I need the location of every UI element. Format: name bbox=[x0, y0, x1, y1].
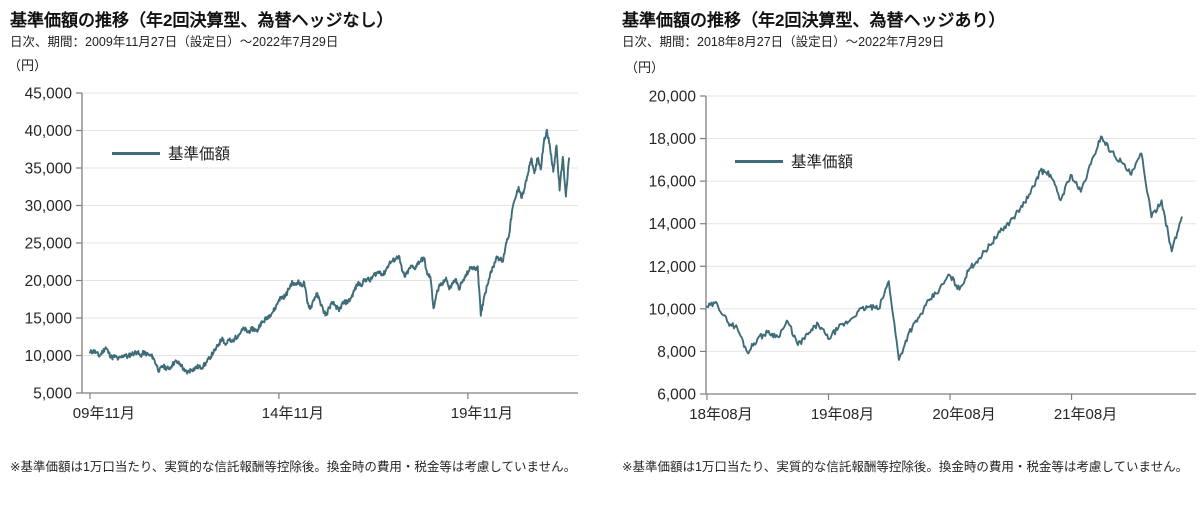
chart-plot-hedged: 20,000 18,000 16,000 14,000 12,000 10,000 8,00… bbox=[649, 89, 1196, 423]
x-axis-tick-label: 19年11月 bbox=[451, 405, 513, 422]
chart-title: 基準価額の推移（年2回決算型、為替ヘッジなし） bbox=[10, 11, 394, 30]
nav-series-line bbox=[706, 135, 1183, 361]
y-axis-tick-label: 5,000 bbox=[33, 386, 72, 403]
nav-series-line bbox=[88, 128, 571, 375]
y-axis-tick-label: 25,000 bbox=[25, 236, 73, 253]
chart-subtitle: 日次、期間：2009年11月27日（設定日）～2022年7月29日 bbox=[10, 35, 339, 49]
y-axis-tick-label: 20,000 bbox=[649, 89, 697, 106]
y-axis-tick-label: 18,000 bbox=[649, 131, 697, 148]
y-axis-tick-label: 8,000 bbox=[657, 344, 696, 361]
legend-line-swatch bbox=[112, 151, 160, 155]
y-axis-tick-label: 45,000 bbox=[25, 86, 73, 103]
legend-label: 基準価額 bbox=[791, 154, 854, 171]
footnote: ※基準価額は1万口当たり、実質的な信託報酬等控除後。換金時の費用・税金等は考慮し… bbox=[622, 460, 1189, 474]
y-axis-unit-label: （円） bbox=[8, 58, 48, 73]
y-axis-tick-label: 14,000 bbox=[649, 216, 697, 233]
y-axis-tick-label: 30,000 bbox=[25, 198, 73, 215]
y-axis-tick-label: 10,000 bbox=[649, 301, 697, 318]
chart-panel-hedged: 20,000 18,000 16,000 14,000 12,000 10,000 8,00… bbox=[600, 0, 1200, 505]
x-axis-tick-label: 14年11月 bbox=[262, 405, 324, 422]
chart-plot-unhedged: 45,000 40,000 35,000 30,000 25,000 20,000 15,0… bbox=[25, 86, 578, 422]
y-axis-tick-label: 16,000 bbox=[649, 174, 697, 191]
y-axis-tick-label: 20,000 bbox=[25, 273, 73, 290]
chart-title: 基準価額の推移（年2回決算型、為替ヘッジあり） bbox=[622, 11, 1006, 30]
footnote: ※基準価額は1万口当たり、実質的な信託報酬等控除後。換金時の費用・税金等は考慮し… bbox=[10, 460, 577, 474]
chart-subtitle: 日次、期間：2018年8月27日（設定日）～2022年7月29日 bbox=[622, 35, 945, 49]
chart-panel-unhedged: 45,000 40,000 35,000 30,000 25,000 20,000 15,0… bbox=[8, 11, 578, 474]
x-axis-tick-label: 18年08月 bbox=[689, 406, 752, 423]
y-axis-tick-label: 12,000 bbox=[649, 259, 697, 276]
y-axis-tick-label: 10,000 bbox=[25, 348, 73, 365]
legend-label: 基準価額 bbox=[168, 146, 231, 163]
y-axis-tick-label: 15,000 bbox=[25, 311, 73, 328]
x-axis-tick-label: 20年08月 bbox=[932, 406, 995, 423]
y-axis-tick-label: 6,000 bbox=[657, 387, 696, 404]
y-axis-tick-label: 35,000 bbox=[25, 161, 73, 178]
x-axis-tick-label: 19年08月 bbox=[811, 406, 874, 423]
y-axis-tick-label: 40,000 bbox=[25, 123, 73, 140]
x-axis-tick-label: 21年08月 bbox=[1054, 406, 1117, 423]
legend: 基準価額 bbox=[112, 142, 230, 164]
x-axis-tick-label: 09年11月 bbox=[73, 405, 135, 422]
y-axis-unit-label: （円） bbox=[625, 60, 665, 75]
legend: 基準価額 bbox=[735, 150, 853, 172]
legend-line-swatch bbox=[735, 159, 783, 163]
